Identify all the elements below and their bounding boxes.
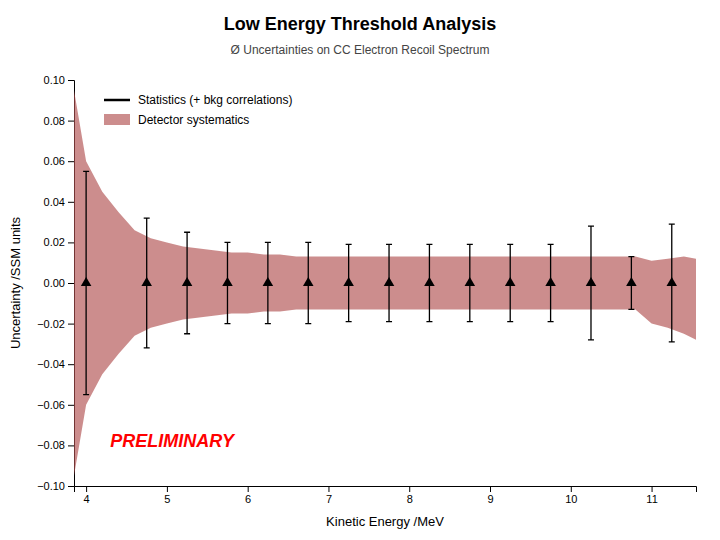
tick: −0.08 (37, 439, 74, 451)
plot-area (74, 90, 696, 476)
tick: 0.02 (44, 236, 74, 248)
tick-mark (167, 486, 168, 492)
point-marker (505, 277, 516, 286)
tick-mark (248, 486, 249, 492)
tick-mark (68, 202, 74, 203)
tick-label: 0.02 (44, 236, 65, 248)
tick: 0.10 (44, 74, 74, 86)
systematics-band (74, 90, 696, 476)
point-marker (586, 277, 597, 286)
tick-mark (409, 486, 410, 492)
title: Low Energy Threshold Analysis (224, 14, 496, 34)
legend-item: Statistics (+ bkg correlations) (104, 93, 292, 107)
tick-mark (571, 486, 572, 492)
point-marker (384, 277, 395, 286)
tick: 4 (84, 486, 90, 505)
tick-mark (68, 80, 74, 81)
point-marker (182, 277, 193, 286)
tick: 10 (565, 486, 577, 505)
tick-label: 5 (164, 493, 170, 505)
point-marker (303, 277, 314, 286)
tick-mark (68, 364, 74, 365)
tick: −0.06 (37, 399, 74, 411)
tick-label: −0.04 (37, 358, 65, 370)
point-marker (545, 277, 556, 286)
point-marker (81, 277, 92, 286)
axis-domain (75, 487, 697, 493)
tick-mark (68, 242, 74, 243)
tick: 6 (245, 486, 251, 505)
legend: Statistics (+ bkg correlations) Detector … (104, 93, 292, 127)
tick: −0.04 (37, 358, 74, 370)
tick-mark (490, 486, 491, 492)
legend-swatch (104, 99, 130, 102)
x-axis: 4 5 6 7 8 9 10 11 (75, 486, 697, 505)
tick-mark (652, 486, 653, 492)
tick-label: −0.10 (37, 480, 65, 492)
tick-label: 0.04 (44, 196, 65, 208)
tick-mark (68, 121, 74, 122)
tick: 0.04 (44, 196, 74, 208)
tick-mark (68, 161, 74, 162)
point-marker (141, 277, 152, 286)
point-marker (343, 277, 354, 286)
tick-label: 8 (407, 493, 413, 505)
tick: 5 (164, 486, 170, 505)
tick-label: 10 (565, 493, 577, 505)
y-axis-title: Uncertainty /SSM units (8, 216, 23, 349)
x-axis-title: Kinetic Energy /MeV (326, 514, 444, 529)
point-marker (626, 277, 637, 286)
tick: 0.06 (44, 155, 74, 167)
tick: 9 (487, 486, 493, 505)
tick: −0.10 (37, 480, 74, 492)
tick-mark (68, 486, 74, 487)
legend-swatch (104, 114, 130, 125)
tick-label: 9 (487, 493, 493, 505)
axis-domain (68, 81, 75, 487)
y-axis: −0.10 −0.08 −0.06 −0.04 −0.02 0.00 0.02 0.04 0.0… (37, 74, 74, 492)
tick-mark (328, 486, 329, 492)
tick-label: 0.10 (44, 74, 65, 86)
annotation: PRELIMINARY (110, 431, 236, 451)
legend-item: Detector systematics (104, 113, 249, 127)
errorbar-series (81, 171, 677, 394)
tick-label: 7 (326, 493, 332, 505)
tick-label: 0.08 (44, 115, 65, 127)
tick-label: 6 (245, 493, 251, 505)
tick-label: 0.06 (44, 155, 65, 167)
tick-label: 4 (84, 493, 90, 505)
tick: 0.08 (44, 115, 74, 127)
subtitle: Ø Uncertainties on CC Electron Recoil Sp… (231, 43, 490, 57)
legend-label: Statistics (+ bkg correlations) (138, 93, 292, 107)
tick-mark (68, 405, 74, 406)
point-marker (222, 277, 233, 286)
tick: 0.00 (44, 277, 74, 289)
legend-label: Detector systematics (138, 113, 249, 127)
tick: 11 (646, 486, 657, 505)
point-marker (263, 277, 274, 286)
tick-label: −0.06 (37, 399, 65, 411)
tick-mark (68, 324, 74, 325)
tick-mark (86, 486, 87, 492)
point-marker (667, 277, 678, 286)
tick: 7 (326, 486, 332, 505)
tick-label: 0.00 (44, 277, 65, 289)
tick-label: 11 (646, 493, 657, 505)
tick-mark (68, 283, 74, 284)
tick: −0.02 (37, 318, 74, 330)
chart: Low Energy Threshold Analysis Ø Uncertain… (0, 0, 720, 540)
point-marker (465, 277, 476, 286)
tick-mark (68, 445, 74, 446)
tick-label: −0.08 (37, 439, 65, 451)
tick-label: −0.02 (37, 318, 65, 330)
tick: 8 (407, 486, 413, 505)
point-marker (424, 277, 435, 286)
